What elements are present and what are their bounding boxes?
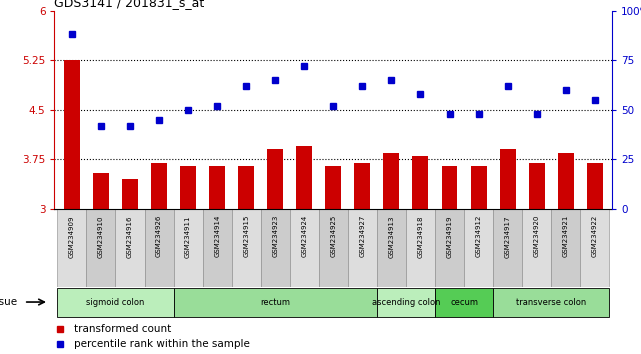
- Text: GSM234925: GSM234925: [330, 215, 337, 257]
- Text: GSM234915: GSM234915: [243, 215, 249, 257]
- Text: GSM234912: GSM234912: [476, 215, 481, 257]
- Bar: [558, 153, 574, 209]
- Text: GSM234917: GSM234917: [504, 215, 511, 258]
- Bar: [412, 156, 428, 209]
- Bar: [442, 166, 458, 209]
- Bar: [354, 162, 370, 209]
- Text: ascending colon: ascending colon: [372, 297, 440, 307]
- Text: GDS3141 / 201831_s_at: GDS3141 / 201831_s_at: [54, 0, 204, 10]
- Bar: [238, 166, 254, 209]
- Bar: [464, 209, 493, 287]
- Text: percentile rank within the sample: percentile rank within the sample: [74, 339, 250, 349]
- Bar: [261, 209, 290, 287]
- Text: sigmoid colon: sigmoid colon: [87, 297, 145, 307]
- Text: tissue: tissue: [0, 297, 18, 307]
- Bar: [290, 209, 319, 287]
- Bar: [122, 179, 138, 209]
- Text: GSM234918: GSM234918: [417, 215, 424, 258]
- Bar: [580, 209, 609, 287]
- Bar: [406, 209, 435, 287]
- Bar: [326, 166, 341, 209]
- Bar: [93, 172, 109, 209]
- Text: GSM234927: GSM234927: [360, 215, 365, 257]
- Text: GSM234924: GSM234924: [301, 215, 307, 257]
- Text: GSM234911: GSM234911: [185, 215, 191, 258]
- Bar: [587, 162, 603, 209]
- Bar: [499, 149, 515, 209]
- Bar: [203, 209, 231, 287]
- Text: transformed count: transformed count: [74, 324, 171, 333]
- Bar: [435, 288, 493, 317]
- Bar: [551, 209, 580, 287]
- Bar: [348, 209, 377, 287]
- Text: GSM234914: GSM234914: [214, 215, 220, 257]
- Bar: [493, 209, 522, 287]
- Text: cecum: cecum: [450, 297, 478, 307]
- Bar: [377, 209, 406, 287]
- Text: GSM234926: GSM234926: [156, 215, 162, 257]
- Bar: [174, 288, 377, 317]
- Text: GSM234916: GSM234916: [127, 215, 133, 258]
- Bar: [435, 209, 464, 287]
- Bar: [87, 209, 115, 287]
- Text: transverse colon: transverse colon: [516, 297, 587, 307]
- Text: GSM234921: GSM234921: [563, 215, 569, 257]
- Text: GSM234909: GSM234909: [69, 215, 75, 258]
- Text: GSM234923: GSM234923: [272, 215, 278, 257]
- Text: GSM234910: GSM234910: [98, 215, 104, 258]
- Text: GSM234920: GSM234920: [534, 215, 540, 257]
- Bar: [529, 162, 545, 209]
- Bar: [151, 162, 167, 209]
- Bar: [231, 209, 261, 287]
- Bar: [174, 209, 203, 287]
- Bar: [383, 153, 399, 209]
- Bar: [319, 209, 348, 287]
- Bar: [267, 149, 283, 209]
- Bar: [58, 209, 87, 287]
- Bar: [180, 166, 196, 209]
- Bar: [115, 209, 144, 287]
- Bar: [470, 166, 487, 209]
- Bar: [58, 288, 174, 317]
- Bar: [144, 209, 174, 287]
- Text: GSM234919: GSM234919: [447, 215, 453, 258]
- Text: GSM234913: GSM234913: [388, 215, 394, 258]
- Text: rectum: rectum: [260, 297, 290, 307]
- Text: GSM234922: GSM234922: [592, 215, 597, 257]
- Bar: [377, 288, 435, 317]
- Bar: [209, 166, 225, 209]
- Bar: [64, 60, 80, 209]
- Bar: [493, 288, 609, 317]
- Bar: [296, 146, 312, 209]
- Bar: [522, 209, 551, 287]
